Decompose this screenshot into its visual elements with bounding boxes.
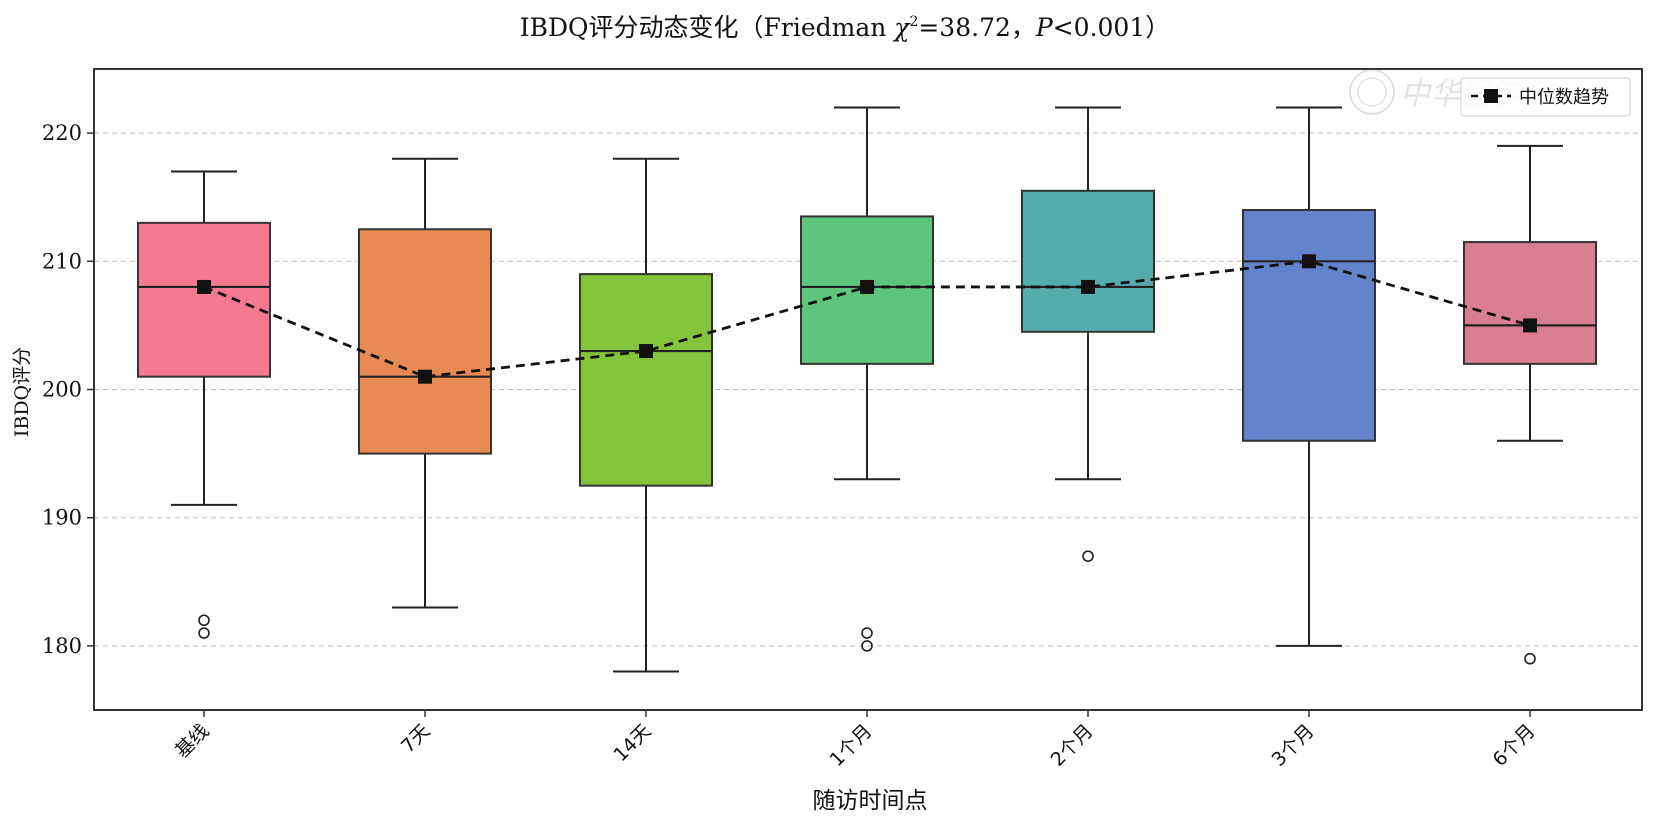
title-stat: =38.72， <box>918 13 1036 42</box>
legend: 中位数趋势 <box>1460 77 1631 117</box>
title-chi: χ <box>892 13 911 42</box>
y-tick-label: 220 <box>42 121 82 145</box>
x-tick-label: 7天 <box>397 720 435 758</box>
median-trend <box>197 254 1537 384</box>
box-iqr <box>579 273 713 487</box>
y-tick-label: 180 <box>42 634 82 658</box>
median-trend-marker <box>1081 279 1095 294</box>
boxes <box>137 106 1597 673</box>
box-4 <box>1021 106 1155 562</box>
median-trend-marker <box>1523 318 1537 333</box>
median-trend-marker <box>1302 254 1316 269</box>
box-iqr <box>1463 241 1597 365</box>
legend-frame <box>1460 77 1631 117</box>
median-trend-marker <box>639 344 653 359</box>
box-5 <box>1242 106 1376 647</box>
y-tick-label: 190 <box>42 506 82 530</box>
outlier-point <box>861 640 873 652</box>
x-tick-label: 1个月 <box>826 720 877 771</box>
outlier-point <box>1524 652 1536 665</box>
median-trend-marker <box>197 279 211 294</box>
median-trend-marker <box>418 369 432 384</box>
outlier-point <box>198 627 210 639</box>
legend-label: 中位数趋势 <box>1519 87 1609 108</box>
chart-title: IBDQ评分动态变化（Friedman χ2=38.72，P<0.001） <box>520 13 1171 42</box>
outlier-point <box>198 614 210 627</box>
title-p: P <box>1035 13 1054 42</box>
x-tick-label: 基线 <box>171 720 213 762</box>
title-superscript: 2 <box>909 14 918 30</box>
box-iqr <box>137 221 271 378</box>
box-iqr <box>1021 189 1155 333</box>
box-1 <box>358 157 492 609</box>
x-axis-label: 随访时间点 <box>813 788 928 814</box>
watermark-seal-inner <box>1357 77 1387 107</box>
y-axis-label: IBDQ评分 <box>11 347 33 437</box>
box-iqr <box>1242 209 1376 442</box>
outlier-point <box>1082 550 1094 562</box>
axes: 180 190 200 210 220 基线 7天 14天 1个月 2个月 3个月 6个月 <box>42 68 1643 771</box>
box-2 <box>579 157 713 673</box>
outlier-point <box>861 627 873 639</box>
box-3 <box>800 106 934 652</box>
median-trend-marker <box>860 279 874 294</box>
box-6 <box>1463 144 1597 665</box>
box-0 <box>137 170 271 639</box>
y-tick-label: 210 <box>42 249 82 273</box>
title-prefix: IBDQ评分动态变化（Friedman <box>520 13 895 42</box>
x-tick-label: 6个月 <box>1489 720 1540 771</box>
box-iqr <box>358 228 492 455</box>
x-tick-label: 14天 <box>609 720 655 766</box>
watermark-seal-icon <box>1349 69 1395 115</box>
legend-marker-swatch <box>1484 89 1498 103</box>
x-tick-label: 2个月 <box>1047 720 1098 771</box>
y-tick-label: 200 <box>42 378 82 402</box>
x-tick-label: 3个月 <box>1268 720 1319 771</box>
title-p-value: <0.001） <box>1053 13 1171 42</box>
